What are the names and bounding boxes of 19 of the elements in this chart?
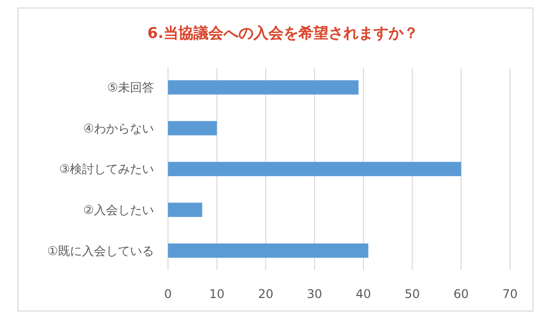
bar [168,202,202,217]
chart-title: 6.当協議会への入会を希望されますか？ [147,24,419,42]
x-tick-label: 20 [258,287,274,301]
y-tick-label: ③検討してみたい [59,162,154,176]
x-tick-label: 40 [356,287,372,301]
y-tick-label: ①既に入会している [47,244,154,258]
bar [168,162,462,176]
x-tick-label: 70 [502,287,518,301]
y-tick-label: ④わからない [83,121,154,136]
bar [168,243,368,258]
bar [168,121,217,136]
x-tick-label: 50 [404,287,420,301]
x-tick-label: 10 [209,287,224,301]
x-tick-label: 0 [164,287,172,301]
bar [168,80,359,95]
y-tick-label: ⑤未回答 [107,80,154,95]
y-tick-label: ②入会したい [83,203,154,218]
x-tick-label: 30 [306,287,322,301]
x-tick-label: 60 [454,287,469,301]
